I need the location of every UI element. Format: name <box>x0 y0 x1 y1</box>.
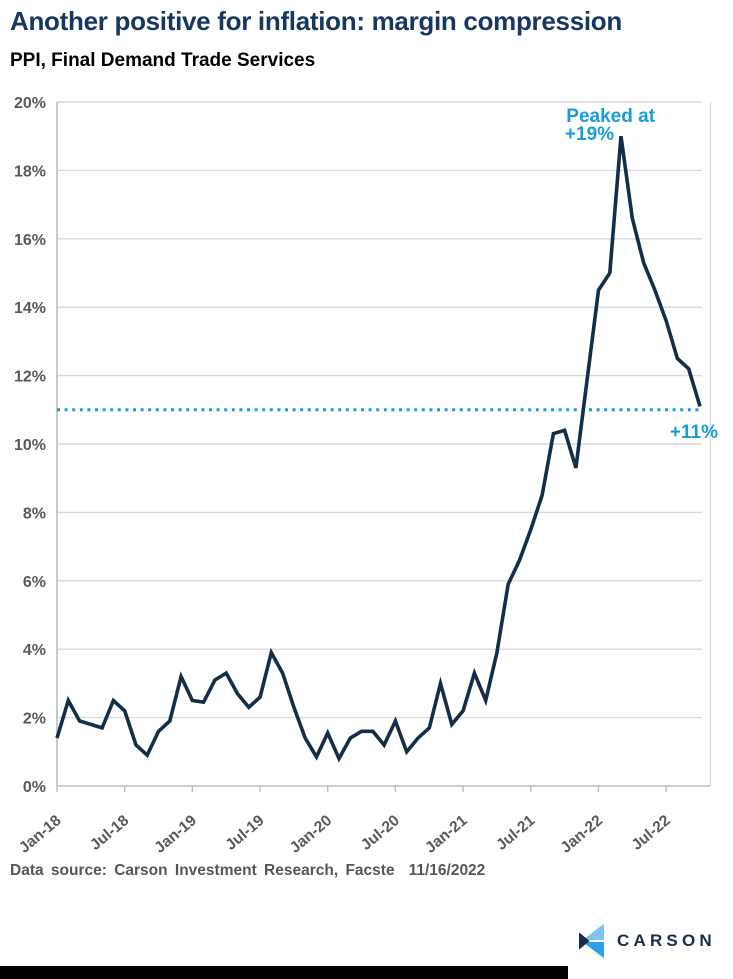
y-axis-label: 8% <box>23 505 46 522</box>
x-axis-label: Jul-21 <box>493 812 539 854</box>
chart-subtitle: PPI, Final Demand Trade Services <box>10 50 316 71</box>
x-axis-label: Jul-19 <box>222 812 268 854</box>
y-axis-label: 20% <box>14 95 46 112</box>
source-date: 11/16/2022 <box>408 862 486 879</box>
y-axis-label: 6% <box>23 574 46 591</box>
y-axis-label: 0% <box>23 779 46 796</box>
line-chart-area: 0% 2% 4% 6% 8% 10% 12% 14% 16% 18% 20% Jan-18 Jul-18… <box>0 85 733 860</box>
y-axis-label: 12% <box>14 369 46 386</box>
page-title: Another positive for inflation: margin c… <box>10 6 622 36</box>
carson-logo: CARSON <box>579 916 733 966</box>
ppi-line-chart: 0% 2% 4% 6% 8% 10% 12% 14% 16% 18% 20% Jan-18 Jul-18… <box>14 95 718 857</box>
x-axis-label: Jul-18 <box>87 812 133 854</box>
y-axis-label: 16% <box>14 232 46 249</box>
current-value-annotation: +11% <box>670 422 718 443</box>
y-axis-label: 10% <box>14 437 46 454</box>
x-axis-label: Jul-22 <box>628 812 673 854</box>
x-axis-label: Jan-18 <box>16 812 65 857</box>
y-axis-label: 2% <box>23 711 46 728</box>
y-axis-label: 14% <box>14 300 46 317</box>
x-axis-label: Jan-22 <box>557 812 606 857</box>
x-axis-label: Jan-19 <box>151 812 200 857</box>
footer-bar <box>0 966 568 979</box>
peak-annotation-line1: Peaked at <box>566 106 655 127</box>
y-axis-label: 4% <box>23 642 46 659</box>
source-text: Data source: Carson Investment Research,… <box>10 862 395 879</box>
logo-wordmark: CARSON <box>617 931 716 950</box>
peak-annotation-line2: +19% <box>565 124 614 145</box>
x-axis-label: Jul-20 <box>358 812 403 854</box>
x-axis-label: Jan-21 <box>422 812 471 857</box>
x-axis-label: Jan-20 <box>287 812 336 857</box>
source-note: Data source: Carson Investment Research,… <box>10 862 485 880</box>
y-axis-label: 18% <box>14 163 46 180</box>
carson-chevron-icon <box>579 923 604 959</box>
ppi-series-line <box>55 135 702 763</box>
